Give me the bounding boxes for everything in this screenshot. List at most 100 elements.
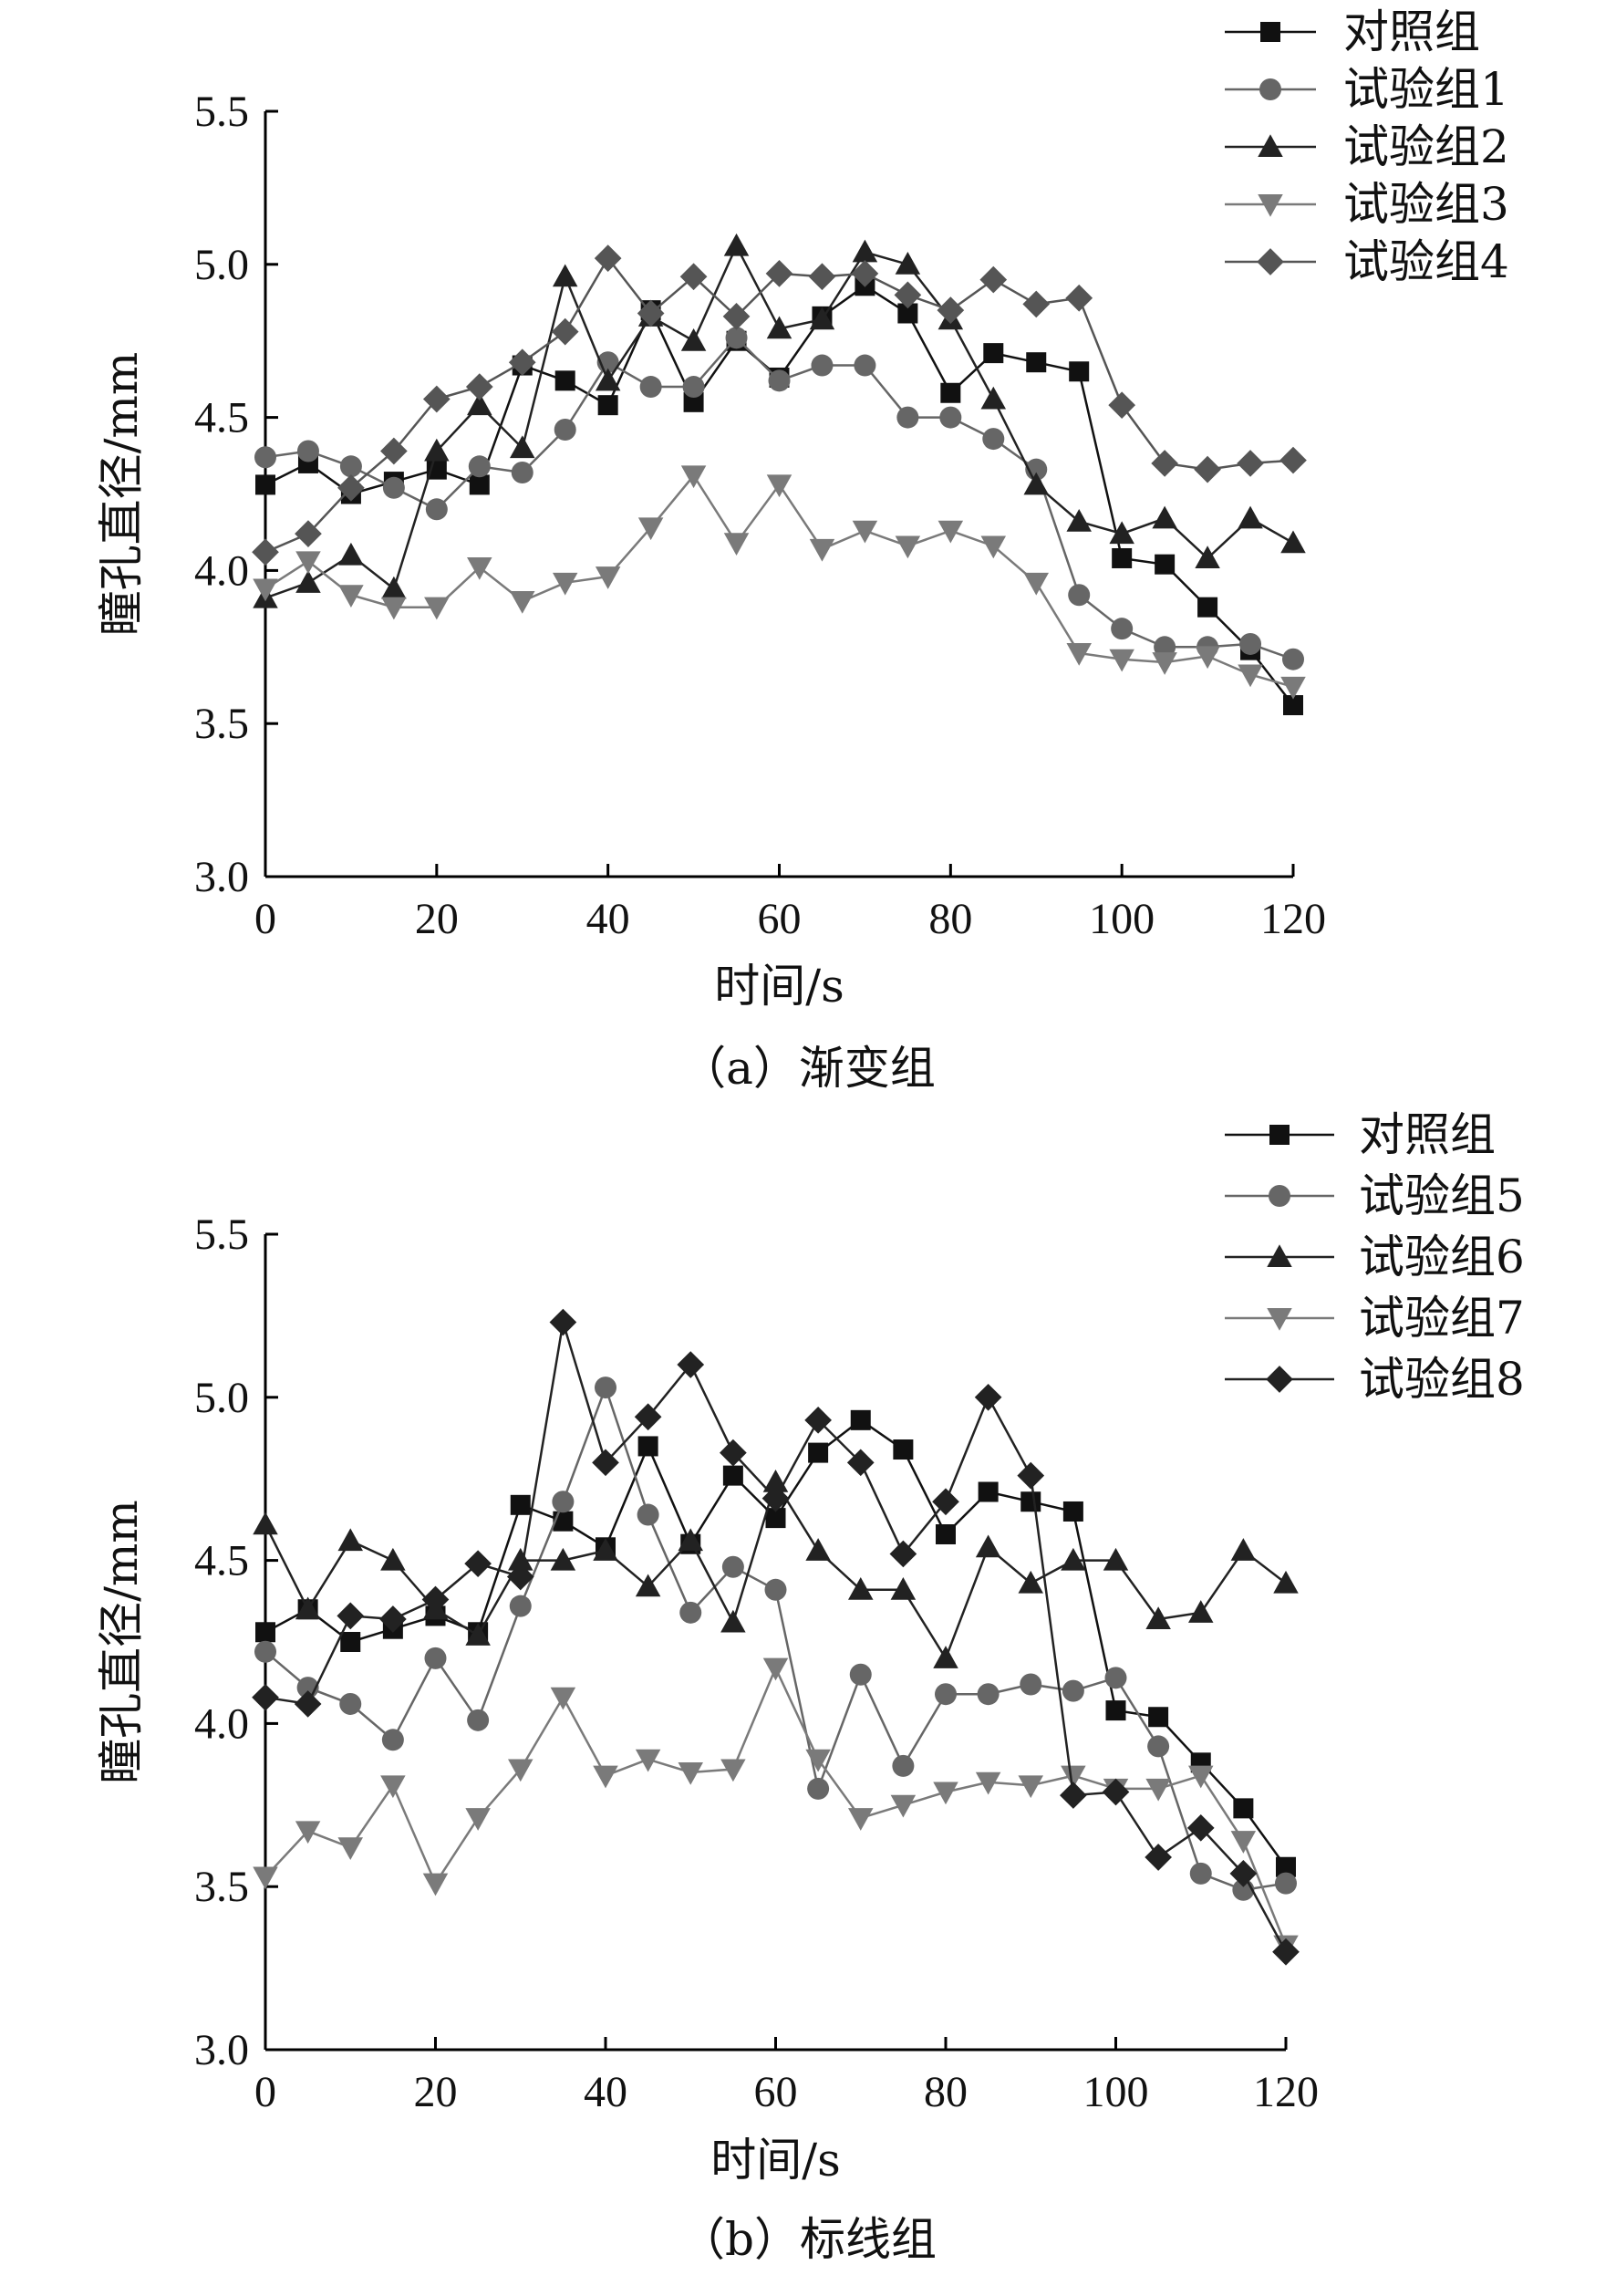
- x-tick-label: 120: [1253, 2068, 1319, 2116]
- legend-label: 试验组8: [1359, 1353, 1525, 1406]
- data-point: [467, 557, 492, 580]
- data-point: [808, 263, 836, 291]
- y-tick-label: 5.0: [194, 1374, 249, 1422]
- data-point: [467, 392, 492, 416]
- y-tick-label: 4.5: [194, 394, 249, 442]
- data-point: [805, 1538, 831, 1561]
- x-tick-label: 100: [1089, 895, 1155, 943]
- data-point: [1060, 1782, 1087, 1809]
- series-3: [253, 465, 1306, 700]
- series-line: [264, 1665, 1288, 1947]
- data-point: [464, 1550, 492, 1578]
- data-point: [678, 1528, 703, 1552]
- data-point: [1230, 1831, 1257, 1854]
- data-point: [1145, 1606, 1171, 1629]
- data-point: [337, 1528, 363, 1552]
- data-point: [1023, 472, 1049, 495]
- data-point: [339, 1692, 362, 1715]
- legend-label: 试验组7: [1359, 1292, 1525, 1345]
- series-1: [254, 1377, 1297, 1901]
- data-point: [510, 590, 535, 614]
- legend-label: 对照组: [1359, 1108, 1496, 1161]
- data-point: [761, 1484, 790, 1512]
- legend-marker: [1259, 78, 1281, 100]
- data-point: [549, 1308, 577, 1336]
- x-tick-label: 40: [584, 2068, 627, 2116]
- data-point: [1147, 1735, 1170, 1758]
- data-point: [1103, 1547, 1129, 1571]
- data-point: [424, 597, 450, 620]
- data-point: [975, 1534, 1001, 1558]
- legend-item: 试验组2: [1225, 120, 1509, 173]
- y-tick-label: 3.5: [194, 1863, 249, 1911]
- series-2: [253, 233, 1306, 608]
- data-point: [977, 1683, 1000, 1706]
- data-point: [506, 1563, 534, 1591]
- data-point: [1061, 1765, 1086, 1789]
- data-point: [1068, 584, 1091, 607]
- data-point: [1197, 597, 1218, 618]
- data-point: [382, 476, 405, 499]
- legend-marker: [1258, 194, 1283, 217]
- chart-a: 3.0 3.5 4.0 4.5 5.0 5.5 0 20 40 60 80 100 120 时间/s 瞳孔直…: [95, 5, 1509, 1095]
- data-point: [421, 1585, 450, 1614]
- data-point: [595, 1377, 616, 1399]
- series-line: [264, 243, 1294, 599]
- legend-marker: [1257, 248, 1284, 275]
- series-4: [252, 244, 1307, 566]
- data-point: [467, 1709, 490, 1731]
- data-point: [721, 1555, 744, 1578]
- data-point: [1062, 1679, 1084, 1702]
- data-point: [1152, 505, 1177, 529]
- data-point: [1108, 391, 1136, 420]
- chart-b: 3.0 3.5 4.0 4.5 5.0 5.5 0 20 40 60 80 100 120 时间/s 瞳孔直…: [95, 1108, 1525, 2266]
- data-point: [595, 566, 621, 589]
- data-point: [980, 386, 1007, 410]
- data-point: [1283, 695, 1303, 716]
- data-point: [679, 1601, 702, 1624]
- data-point: [848, 1808, 874, 1831]
- legend-marker: [1260, 22, 1280, 42]
- data-point: [809, 538, 835, 562]
- data-point: [937, 296, 965, 324]
- data-point: [1282, 648, 1304, 670]
- data-point: [805, 1749, 831, 1772]
- data-point: [933, 1646, 958, 1668]
- data-point: [1109, 649, 1134, 672]
- data-point: [337, 1602, 365, 1630]
- data-point: [552, 1491, 575, 1513]
- data-point: [723, 233, 750, 256]
- data-point: [892, 1754, 915, 1777]
- legend-item: 对照组: [1225, 5, 1480, 58]
- x-tick-label: 20: [415, 895, 459, 943]
- x-tick-label: 80: [928, 895, 972, 943]
- data-point: [1104, 1667, 1127, 1689]
- data-point: [762, 1657, 789, 1681]
- data-point: [554, 370, 575, 391]
- y-tick-label: 5.5: [194, 1210, 249, 1259]
- data-point: [679, 263, 708, 291]
- x-tick-label: 60: [758, 895, 802, 943]
- data-point: [1102, 1778, 1130, 1806]
- data-point: [725, 327, 748, 349]
- data-point: [849, 1663, 872, 1686]
- legend-marker: [1266, 1366, 1293, 1393]
- data-point: [508, 1759, 533, 1782]
- data-point: [1026, 352, 1047, 373]
- data-point: [1239, 632, 1262, 655]
- data-point: [680, 465, 707, 489]
- data-point: [339, 455, 362, 478]
- data-point: [808, 1442, 829, 1463]
- y-tick-label: 5.0: [194, 241, 249, 289]
- legend-label: 试验组5: [1359, 1169, 1525, 1222]
- series-line: [264, 1322, 1288, 1953]
- data-point: [1018, 1775, 1043, 1799]
- data-point: [425, 498, 448, 521]
- data-point: [1061, 1547, 1086, 1571]
- data-point: [255, 1622, 275, 1643]
- data-point: [851, 260, 879, 287]
- data-point: [1238, 664, 1263, 688]
- data-point: [1230, 1538, 1257, 1561]
- data-point: [933, 1782, 958, 1805]
